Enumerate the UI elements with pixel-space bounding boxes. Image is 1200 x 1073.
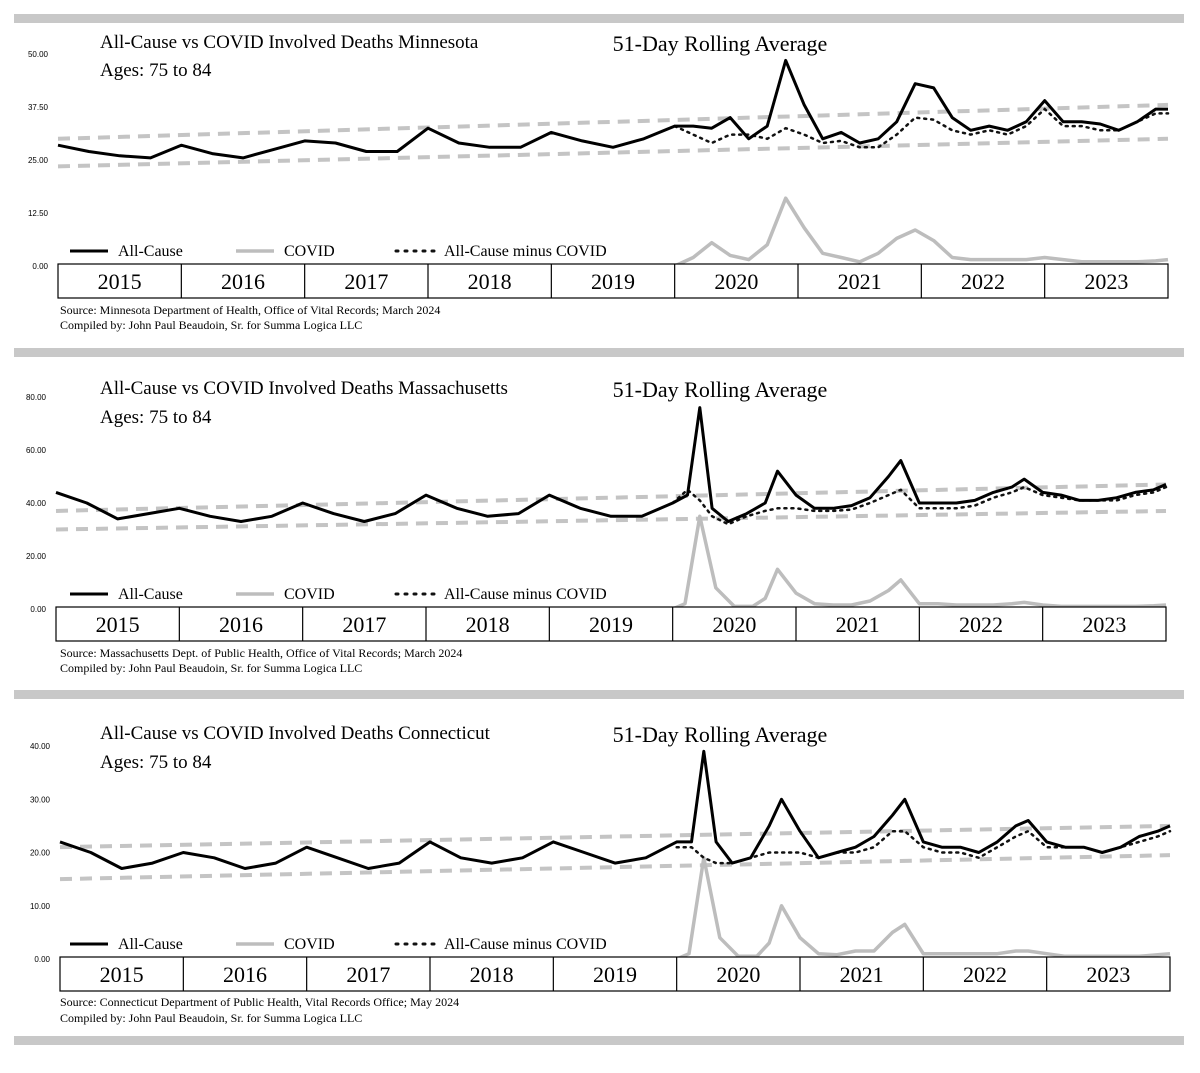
series-line-all-cause-minus-covid [673,107,1170,149]
chart-panel-2: 0.00 20.00 40.00 60.00 80.00 All-Cause vs COV… [26,377,1168,675]
source-text: Source: Connecticut Department of Public… [60,995,459,1009]
year-table-frame [55,606,1167,642]
panel-separator-3 [14,690,1184,699]
year-label: 2019 [591,269,635,294]
year-table: 2015 2016 2017 2018 2019 2020 2021 2022 2023 [57,263,1169,299]
y-tick-label: 37.50 [28,103,49,112]
legend: All-Cause COVID All-Cause minus COVID [70,586,607,603]
y-tick-label: 30.00 [30,795,51,804]
compiled-text: Compiled by: John Paul Beaudoin, Sr. for… [60,318,362,332]
series-line-covid [58,196,1169,268]
series-line-all-cause [55,406,1167,523]
year-label: 2016 [221,269,265,294]
rolling-average-label: 51-Day Rolling Average [613,31,828,56]
legend: All-Cause COVID All-Cause minus COVID [70,936,607,953]
compiled-text: Compiled by: John Paul Beaudoin, Sr. for… [60,661,362,675]
year-table: 2015 2016 2017 2018 2019 2020 2021 2022 2023 [59,956,1171,992]
year-label: 2022 [963,962,1007,987]
legend-label: All-Cause [118,936,183,953]
y-tick-label: 40.00 [30,742,51,751]
year-label: 2018 [468,269,512,294]
legend-label: All-Cause minus COVID [444,243,607,260]
trend-line-1 [57,102,1169,141]
chart-title: All-Cause vs COVID Involved Deaths Massa… [100,378,508,399]
year-label: 2018 [466,612,510,637]
y-tick-label: 10.00 [30,902,51,911]
trend-line-1 [55,482,1167,513]
y-tick-label: 0.00 [30,605,46,614]
y-tick-label: 60.00 [26,446,47,455]
year-table-frame [59,956,1171,992]
source-text: Source: Minnesota Department of Health, … [60,303,440,317]
year-label: 2017 [346,962,390,987]
y-tick-label: 25.00 [28,156,49,165]
year-label: 2016 [223,962,267,987]
legend: All-Cause COVID All-Cause minus COVID [70,243,607,260]
legend-label: COVID [284,586,335,603]
y-tick-label: 40.00 [26,499,47,508]
y-tick-label: 12.50 [28,209,49,218]
trend-line-1 [59,823,1171,850]
panel-separator-1 [14,14,1184,23]
chart-title: All-Cause vs COVID Involved Deaths Conne… [100,723,491,744]
chart-subtitle: Ages: 75 to 84 [100,60,212,81]
year-label: 2021 [840,962,884,987]
compiled-text: Compiled by: John Paul Beaudoin, Sr. for… [60,1011,362,1025]
year-label: 2017 [342,612,386,637]
year-label: 2021 [836,612,880,637]
year-label: 2019 [593,962,637,987]
y-tick-label: 0.00 [34,955,50,964]
source-text: Source: Massachusetts Dept. of Public He… [60,646,462,660]
year-label: 2015 [98,269,142,294]
year-label: 2020 [712,612,756,637]
legend-label: All-Cause [118,243,183,260]
y-tick-label: 80.00 [26,393,47,402]
chart-panel-1: 0.00 12.50 25.00 37.50 50.00 All-Cause vs COV… [28,31,1170,332]
y-tick-label: 20.00 [26,552,47,561]
legend-label: All-Cause minus COVID [444,936,607,953]
year-label: 2021 [838,269,882,294]
legend-label: All-Cause minus COVID [444,586,607,603]
legend-label: COVID [284,936,335,953]
trend-line-2 [59,853,1171,882]
trend-line-2 [57,136,1169,169]
panel-separator-4 [14,1036,1184,1045]
y-tick-label: 50.00 [28,50,49,59]
y-tick-label: 20.00 [30,849,51,858]
chart-title: All-Cause vs COVID Involved Deaths Minne… [100,32,479,53]
series-line-covid [60,856,1171,961]
year-label: 2023 [1082,612,1126,637]
rolling-average-label: 51-Day Rolling Average [613,722,828,747]
legend-label: All-Cause [118,586,183,603]
year-label: 2020 [714,269,758,294]
year-label: 2015 [96,612,140,637]
y-tick-label: 0.00 [32,262,48,271]
rolling-average-label: 51-Day Rolling Average [613,377,828,402]
year-label: 2019 [589,612,633,637]
panel-separator-2 [14,348,1184,357]
chart-panel-3: 0.00 10.00 20.00 30.00 40.00 All-Cause vs COV… [30,722,1172,1025]
year-label: 2016 [219,612,263,637]
year-label: 2023 [1084,269,1128,294]
series-line-all-cause [57,58,1168,160]
year-label: 2017 [344,269,388,294]
year-label: 2015 [100,962,144,987]
year-table: 2015 2016 2017 2018 2019 2020 2021 2022 2023 [55,606,1167,642]
year-label: 2020 [716,962,760,987]
series-line-covid [56,514,1167,611]
chart-subtitle: Ages: 75 to 84 [100,752,212,773]
trend-line-2 [55,508,1167,532]
chart-subtitle: Ages: 75 to 84 [100,407,212,428]
year-label: 2023 [1086,962,1130,987]
series-line-all-cause [59,749,1171,870]
legend-label: COVID [284,243,335,260]
year-label: 2022 [959,612,1003,637]
year-label: 2022 [961,269,1005,294]
year-table-frame [57,263,1169,299]
year-label: 2018 [470,962,514,987]
